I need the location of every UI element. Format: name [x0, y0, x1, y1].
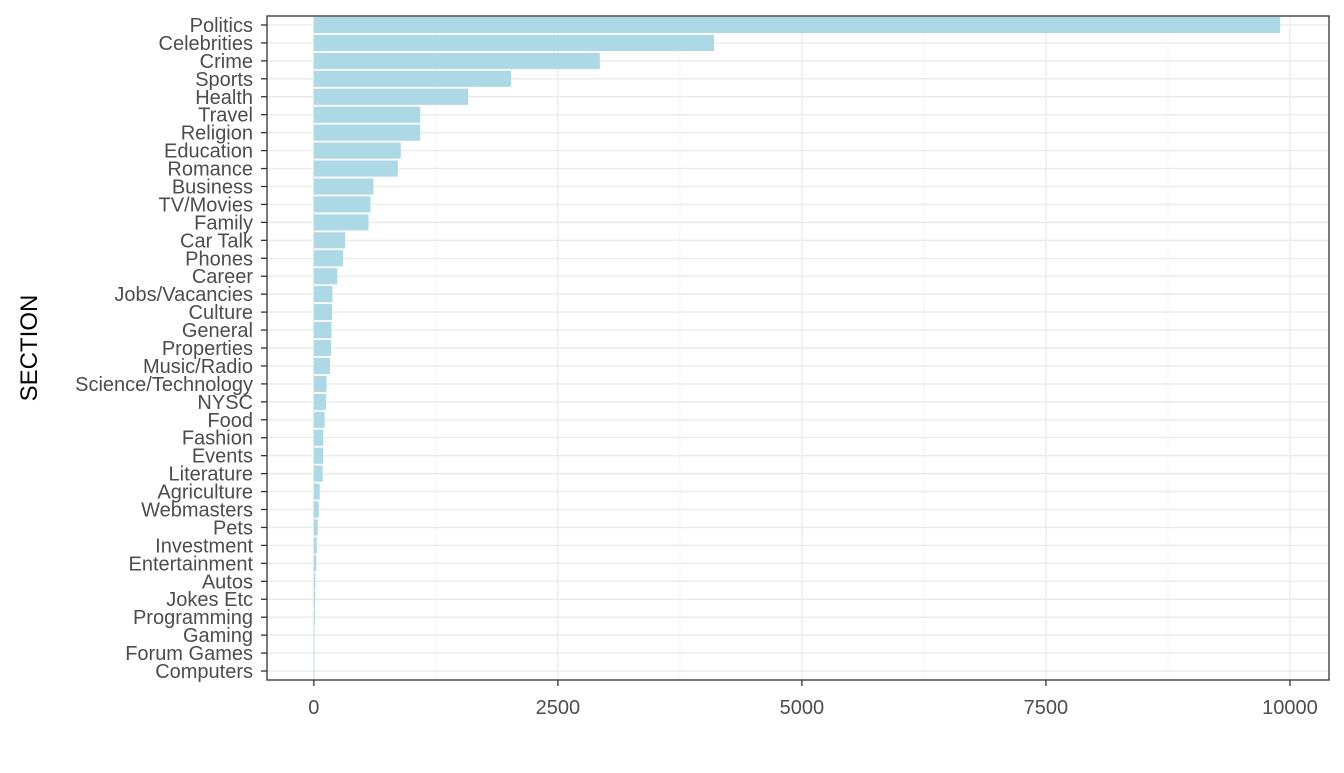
bar — [313, 627, 315, 644]
x-tick-label: 7500 — [1024, 697, 1069, 719]
y-tick-label: Travel — [198, 105, 253, 127]
bar — [313, 88, 469, 105]
bar — [313, 645, 315, 662]
y-tick-label: Health — [195, 87, 253, 109]
bar — [313, 268, 338, 285]
y-tick-label: Culture — [189, 302, 253, 324]
bar — [313, 447, 324, 464]
bar — [313, 537, 317, 554]
y-tick-label: Programming — [133, 607, 253, 629]
bar — [313, 250, 344, 267]
y-tick-label: Fashion — [182, 428, 253, 450]
y-tick-label: Car Talk — [180, 230, 254, 252]
y-tick-label: Properties — [162, 338, 253, 360]
bar — [313, 609, 315, 626]
y-tick-label: TV/Movies — [159, 194, 253, 216]
y-tick-label: General — [182, 320, 253, 342]
bar — [313, 34, 715, 51]
bar — [313, 573, 316, 590]
y-tick-label: Religion — [181, 123, 253, 145]
y-tick-label: Entertainment — [128, 553, 253, 575]
y-tick-label: Science/Technology — [75, 374, 253, 396]
bar — [313, 375, 327, 392]
bar — [313, 662, 315, 680]
x-axis: 0 2500 5000 7500 10000 — [308, 680, 1318, 719]
bar — [313, 501, 319, 518]
bar — [313, 142, 401, 159]
bar — [313, 429, 324, 446]
x-tick-label: 5000 — [780, 697, 825, 719]
y-tick-label: Celebrities — [159, 33, 253, 55]
bar — [313, 304, 332, 321]
bar — [313, 357, 330, 375]
y-tick-label: Politics — [190, 15, 253, 37]
y-tick-label: Jokes Etc — [166, 589, 253, 611]
bars-layer — [313, 16, 1281, 680]
y-axis-title: SECTION — [16, 295, 43, 402]
bar — [313, 232, 346, 249]
y-tick-label: Sports — [195, 69, 253, 91]
y-axis: PoliticsCelebritiesCrimeSportsHealthTrav… — [75, 15, 267, 683]
bar — [313, 411, 325, 428]
y-tick-label: Jobs/Vacancies — [114, 284, 253, 306]
y-tick-label: Literature — [169, 464, 254, 486]
y-tick-label: Forum Games — [125, 643, 253, 665]
y-tick-label: Career — [192, 266, 253, 288]
bar — [313, 393, 327, 410]
y-tick-label: Agriculture — [157, 482, 253, 504]
y-tick-label: Family — [194, 212, 253, 234]
bar — [313, 591, 316, 608]
bar — [313, 178, 374, 195]
bar — [313, 286, 333, 303]
y-tick-label: Phones — [185, 248, 253, 270]
y-tick-label: Investment — [155, 535, 253, 557]
bar — [313, 465, 323, 482]
x-tick-label: 0 — [308, 697, 319, 719]
x-tick-label: 2500 — [536, 697, 581, 719]
bar — [313, 52, 600, 69]
bar — [313, 106, 421, 123]
bar — [313, 70, 512, 87]
bar — [313, 321, 332, 339]
y-tick-label: NYSC — [197, 392, 253, 414]
x-tick-label: 10000 — [1262, 697, 1318, 719]
y-tick-label: Crime — [200, 51, 253, 73]
bar — [313, 124, 421, 141]
bar — [313, 160, 398, 177]
bar — [313, 339, 331, 357]
y-tick-label: Romance — [167, 159, 253, 181]
bar — [313, 214, 369, 231]
y-tick-label: Webmasters — [141, 500, 253, 522]
bar — [313, 196, 371, 213]
y-tick-label: Autos — [202, 571, 253, 593]
y-tick-label: Music/Radio — [143, 356, 253, 378]
y-tick-label: Gaming — [183, 625, 253, 647]
y-tick-label: Pets — [213, 517, 253, 539]
y-tick-label: Computers — [155, 661, 253, 683]
y-tick-label: Events — [192, 446, 253, 468]
bar — [313, 16, 1281, 34]
bar — [313, 555, 317, 572]
y-tick-label: Education — [164, 141, 253, 163]
bar — [313, 483, 320, 500]
bar — [313, 519, 318, 536]
y-tick-label: Food — [207, 410, 253, 432]
y-tick-label: Business — [172, 176, 253, 198]
